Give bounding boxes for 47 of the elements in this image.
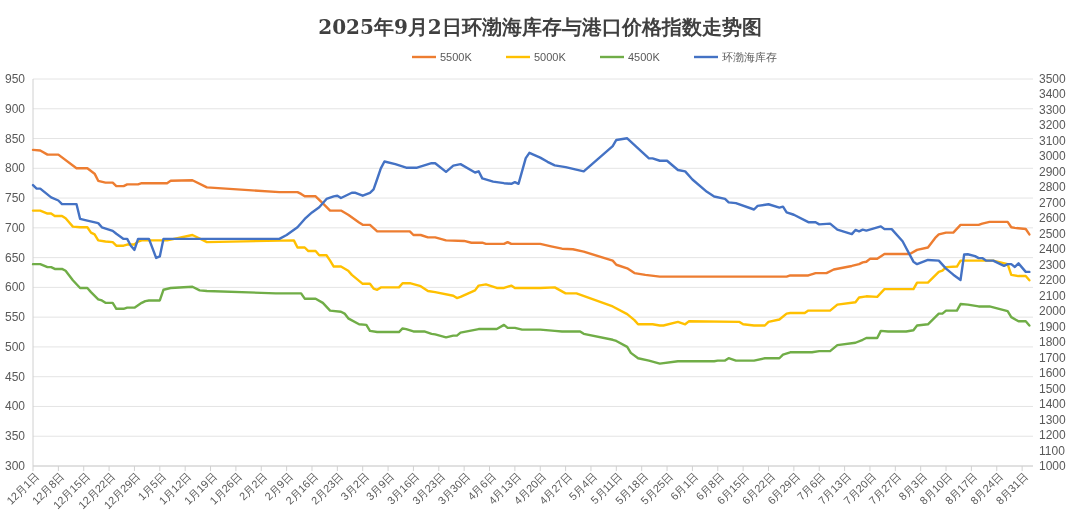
y-tick-label: 750 — [4, 191, 26, 206]
line-series — [31, 209, 1031, 327]
y2-tick-label: 3500 — [1039, 72, 1067, 86]
y2-tick-label: 2300 — [1039, 257, 1067, 272]
y2-tick-label: 1600 — [1039, 366, 1067, 381]
y-tick-label: 900 — [4, 101, 26, 116]
y2-tick-label: 2600 — [1039, 211, 1067, 226]
legend-label: 环渤海库存 — [722, 51, 777, 63]
y-tick-label: 550 — [4, 310, 26, 325]
y2-tick-label: 1800 — [1039, 335, 1067, 350]
y-tick-label: 350 — [4, 429, 26, 444]
y2-tick-label: 2400 — [1039, 242, 1067, 257]
line-series — [31, 262, 1031, 365]
y-tick-label: 800 — [4, 161, 26, 176]
y2-tick-label: 2800 — [1039, 180, 1067, 195]
legend-label: 4500K — [628, 51, 661, 63]
y2-tick-label: 1400 — [1039, 397, 1067, 412]
y-tick-label: 700 — [4, 220, 26, 235]
y-tick-label: 950 — [4, 72, 26, 86]
y2-tick-label: 3300 — [1039, 102, 1067, 117]
y2-tick-label: 3000 — [1039, 149, 1067, 164]
y-tick-label: 600 — [4, 280, 26, 295]
chart-title: 2025年9月2日环渤海库存与港口价格指数走势图 — [318, 15, 762, 39]
y2-tick-label: 2700 — [1039, 195, 1067, 210]
y-tick-label: 300 — [4, 459, 26, 473]
y-tick-label: 500 — [4, 339, 26, 354]
y2-tick-label: 1000 — [1039, 459, 1067, 473]
y2-tick-label: 3400 — [1039, 87, 1067, 102]
y-tick-label: 400 — [4, 399, 26, 414]
legend-label: 5500K — [440, 51, 473, 63]
y2-tick-label: 2500 — [1039, 226, 1067, 241]
y2-tick-label: 2900 — [1039, 164, 1067, 179]
y2-tick-label: 1500 — [1039, 381, 1067, 396]
y2-tick-label: 3200 — [1039, 118, 1067, 133]
y2-tick-label: 3100 — [1039, 133, 1067, 148]
y2-tick-label: 1200 — [1039, 428, 1067, 443]
y-tick-label: 850 — [4, 131, 26, 146]
y-tick-label: 450 — [4, 369, 26, 384]
legend-label: 5000K — [534, 51, 567, 63]
y2-tick-label: 1300 — [1039, 412, 1067, 427]
y2-tick-label: 2200 — [1039, 273, 1067, 288]
y2-tick-label: 2000 — [1039, 304, 1067, 319]
y2-tick-label: 1900 — [1039, 319, 1067, 334]
y2-tick-label: 2100 — [1039, 288, 1067, 303]
y2-tick-label: 1700 — [1039, 350, 1067, 365]
y-tick-label: 650 — [4, 250, 26, 265]
y2-tick-label: 1100 — [1039, 443, 1066, 458]
